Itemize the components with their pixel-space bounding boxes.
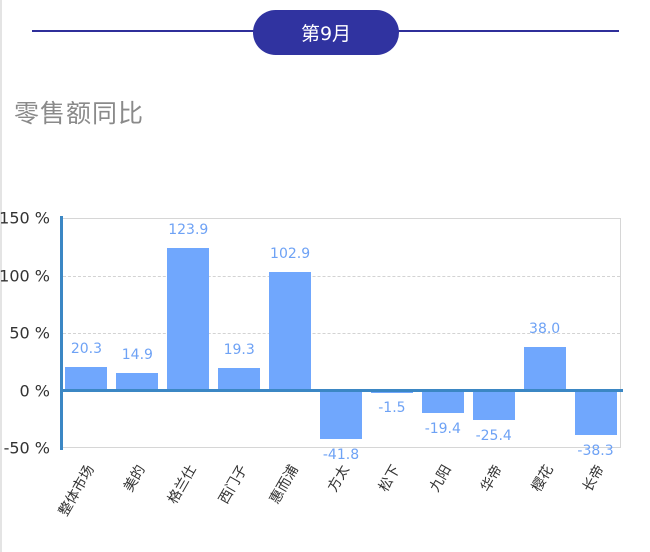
- x-axis-label: 整体市场: [56, 462, 99, 519]
- bar-3[interactable]: [218, 368, 261, 391]
- bar-0[interactable]: [65, 367, 108, 391]
- zero-axis-line: [60, 389, 623, 392]
- bar-value-label: -38.3: [577, 442, 614, 459]
- bar-4[interactable]: [269, 272, 312, 391]
- month-label: 第9月: [300, 23, 352, 45]
- bar-value-label: 123.9: [168, 222, 209, 238]
- bar-value-label: 19.3: [223, 342, 255, 359]
- month-badge[interactable]: 第9月: [253, 10, 399, 55]
- y-tick-label: 150 %: [0, 208, 50, 228]
- x-axis-label: 方太: [324, 462, 353, 495]
- page-left-border: [0, 0, 2, 552]
- y-tick-label: 0 %: [19, 381, 50, 400]
- bar-value-label: -41.8: [322, 446, 360, 463]
- y-tick-label: 100 %: [0, 266, 50, 285]
- bar-value-label: 38.0: [529, 320, 561, 337]
- x-axis-label: 西门子: [216, 462, 251, 507]
- grid-line: [63, 275, 620, 277]
- bar-1[interactable]: [116, 373, 159, 391]
- x-axis-label: 松下: [375, 462, 404, 495]
- grid-line: [63, 333, 620, 334]
- bar-7[interactable]: [421, 390, 464, 413]
- x-axis-label: 格兰仕: [165, 462, 201, 507]
- bar-2[interactable]: [167, 248, 210, 391]
- plot-frame: [61, 218, 621, 448]
- bar-value-label: -19.4: [424, 420, 461, 437]
- x-axis-label: 樱花: [528, 462, 557, 495]
- section-title: 零售额同比: [14, 99, 145, 128]
- bar-5[interactable]: [320, 390, 362, 439]
- x-axis-label: 惠而浦: [267, 462, 302, 507]
- bar-10[interactable]: [574, 390, 617, 435]
- bar-value-label: -25.4: [475, 427, 512, 444]
- y-tick-label: 50 %: [9, 323, 50, 343]
- bar-9[interactable]: [523, 346, 566, 391]
- bar-8[interactable]: [472, 390, 515, 420]
- x-axis-label: 长帝: [579, 462, 608, 495]
- y-tick-label: -50 %: [3, 438, 50, 458]
- y-axis-line: [60, 216, 63, 450]
- bar-value-label: 102.9: [270, 246, 311, 263]
- bar-value-label: -1.5: [378, 400, 406, 417]
- x-axis-label: 华帝: [477, 462, 506, 495]
- x-axis-label: 美的: [121, 462, 150, 495]
- bar-value-label: 14.9: [121, 347, 153, 364]
- x-axis-label: 九阳: [426, 462, 455, 495]
- bar-value-label: 20.3: [70, 341, 103, 358]
